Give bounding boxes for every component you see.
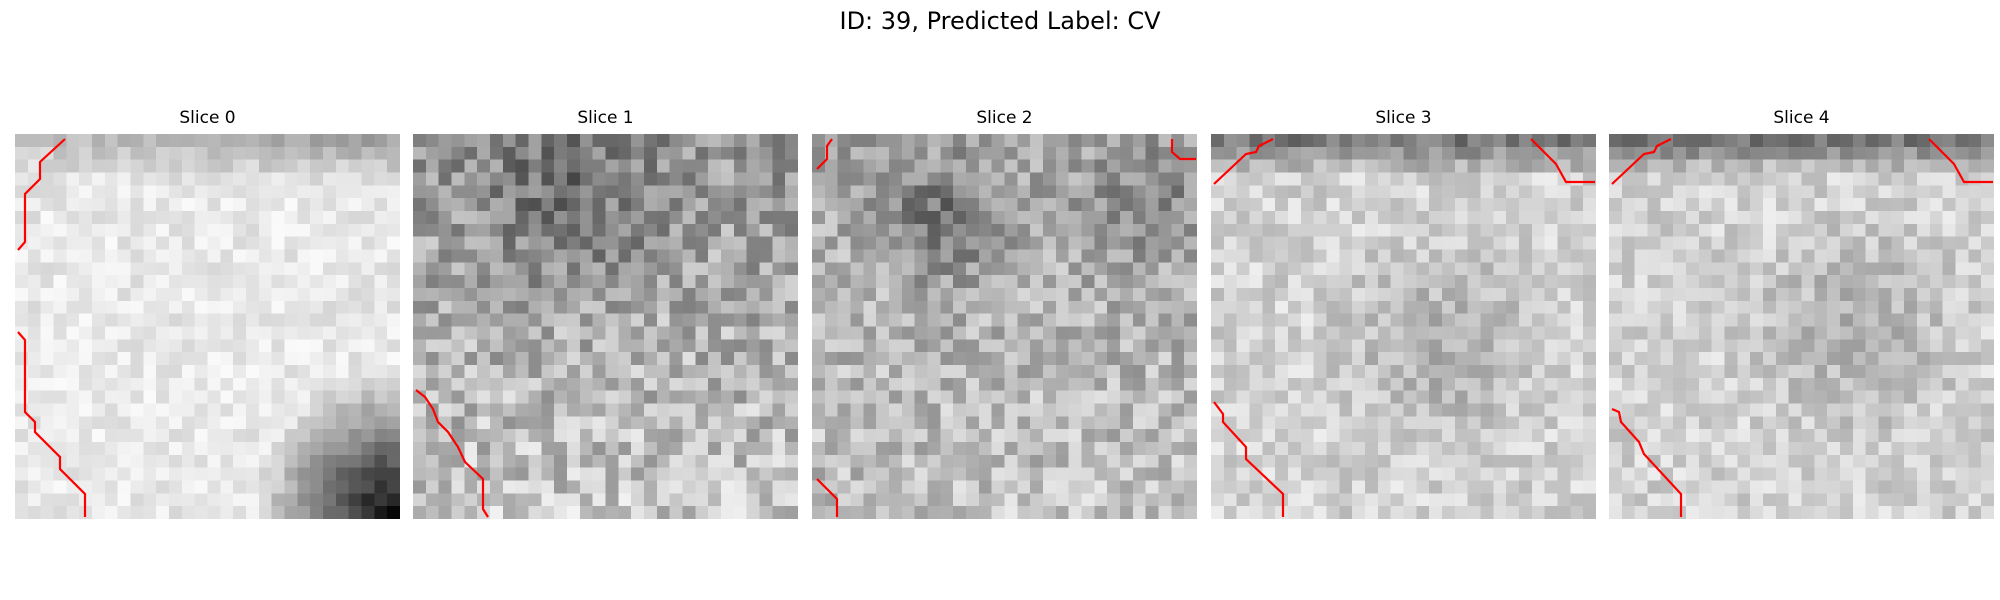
contour-overlay	[1213, 138, 1595, 517]
slice-image	[1211, 134, 1596, 519]
contour-line	[415, 389, 489, 518]
contour-line	[17, 331, 87, 517]
contour-overlay	[415, 389, 489, 518]
grayscale-patch	[1211, 134, 1596, 519]
slice-title: Slice 3	[1375, 108, 1432, 128]
contour-line	[816, 138, 833, 170]
grayscale-patch	[15, 134, 400, 519]
slice-image	[15, 134, 400, 519]
contour-line	[1530, 138, 1595, 184]
figure-title: ID: 39, Predicted Label: CV	[839, 7, 1161, 35]
slice-panel-2: Slice 2	[812, 106, 1197, 519]
slice-title: Slice 4	[1773, 108, 1830, 128]
grayscale-patch	[413, 134, 798, 519]
slice-title: Slice 0	[179, 108, 236, 128]
slice-image	[1609, 134, 1994, 519]
contour-line	[17, 138, 66, 251]
contour-line	[816, 478, 839, 517]
contour-overlay	[17, 138, 87, 517]
grayscale-patch	[1609, 134, 1994, 519]
slice-title: Slice 1	[577, 108, 634, 128]
slice-image	[413, 134, 798, 519]
slice-panel-1: Slice 1	[413, 106, 798, 519]
slice-image	[812, 134, 1197, 519]
slice-panel-4: Slice 4	[1609, 106, 1994, 519]
contour-line	[1928, 138, 1993, 184]
contour-line	[1170, 139, 1196, 161]
slice-panel-3: Slice 3	[1211, 106, 1596, 519]
slice-title: Slice 2	[976, 108, 1033, 128]
contour-line	[1611, 407, 1683, 517]
contour-overlay	[816, 138, 1196, 517]
contour-line	[1213, 401, 1285, 517]
contour-overlay	[1611, 138, 1993, 517]
grayscale-patch	[812, 134, 1197, 519]
contour-line	[1611, 138, 1672, 185]
contour-line	[1213, 138, 1274, 185]
slice-panel-0: Slice 0	[15, 106, 400, 519]
